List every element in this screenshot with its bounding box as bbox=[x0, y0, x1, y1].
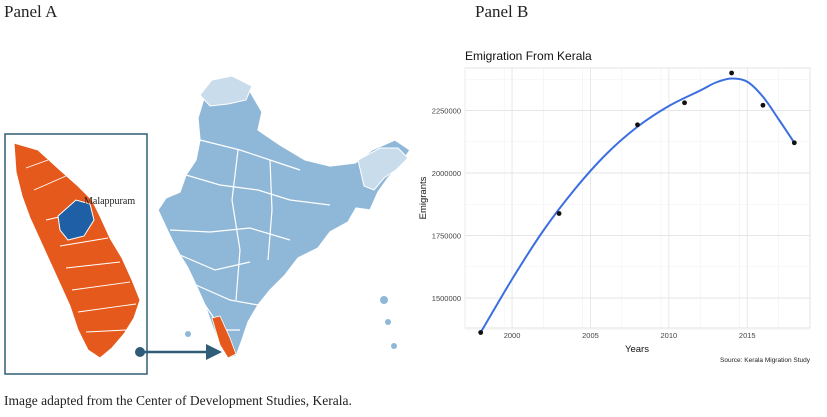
kerala-enlarged: Malappuram bbox=[13, 142, 141, 359]
trend-curve bbox=[479, 77, 796, 334]
emigration-chart: Emigration From Kerala 2000 2005 2010 2015 … bbox=[418, 49, 811, 364]
x-tick-label: 2005 bbox=[582, 331, 599, 340]
x-axis-title: Years bbox=[625, 344, 649, 355]
kerala-district-borders bbox=[25, 159, 137, 333]
x-tick-label: 2010 bbox=[661, 331, 678, 340]
kerala-inset-box bbox=[4, 133, 148, 375]
state-borders bbox=[169, 139, 331, 331]
source-note: Source: Kerala Migration Study bbox=[720, 357, 811, 364]
malappuram-label: Malappuram bbox=[84, 196, 135, 207]
y-tick-label: 2250000 bbox=[432, 107, 461, 116]
y-axis-title: Emigrants bbox=[418, 176, 429, 219]
x-tick-label: 2000 bbox=[504, 331, 521, 340]
kashmir-shape bbox=[199, 75, 253, 107]
data-points-layer bbox=[478, 70, 797, 335]
data-point bbox=[729, 70, 734, 76]
data-point bbox=[682, 100, 687, 106]
x-tick-labels: 2000 2005 2010 2015 bbox=[504, 331, 756, 340]
figure-caption: Image adapted from the Center of Develop… bbox=[4, 393, 352, 408]
northeast-shape bbox=[357, 147, 409, 191]
grid-lines bbox=[464, 68, 810, 330]
kerala-shape bbox=[13, 142, 141, 359]
data-point bbox=[556, 211, 562, 216]
india-map bbox=[157, 75, 410, 359]
y-tick-label: 1500000 bbox=[432, 294, 461, 303]
smooth-curve-layer bbox=[479, 77, 796, 334]
andaman-islands bbox=[380, 296, 388, 304]
nicobar-islands bbox=[391, 343, 397, 349]
malappuram-shape bbox=[57, 199, 95, 241]
connector-arrow bbox=[135, 344, 222, 360]
kerala-small-shape bbox=[211, 315, 237, 359]
lakshadweep-islands bbox=[185, 331, 191, 337]
y-tick-labels: 1500000 1750000 2000000 2250000 bbox=[432, 107, 461, 304]
india-shape bbox=[157, 81, 410, 359]
map-figure: Malappuram bbox=[4, 75, 410, 375]
y-tick-label: 1750000 bbox=[432, 232, 461, 241]
panel-a-label: Panel A bbox=[4, 2, 58, 21]
andaman-islands-2 bbox=[385, 319, 391, 325]
data-point bbox=[635, 122, 640, 128]
panel-b-label: Panel B bbox=[475, 2, 529, 21]
y-tick-label: 2000000 bbox=[432, 169, 461, 178]
data-point bbox=[478, 330, 484, 335]
plot-area bbox=[464, 67, 811, 329]
chart-title: Emigration From Kerala bbox=[465, 49, 592, 63]
data-point bbox=[791, 140, 797, 146]
data-point bbox=[760, 102, 766, 108]
x-tick-label: 2015 bbox=[739, 331, 756, 340]
